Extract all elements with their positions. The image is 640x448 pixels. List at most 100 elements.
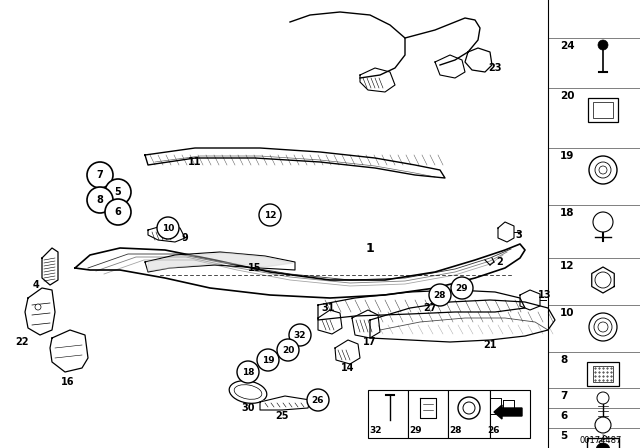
- Text: 30: 30: [241, 403, 255, 413]
- Circle shape: [257, 349, 279, 371]
- Text: 20: 20: [282, 345, 294, 354]
- Text: 00174487: 00174487: [580, 435, 622, 444]
- Text: 12: 12: [264, 211, 276, 220]
- Text: 28: 28: [450, 426, 462, 435]
- Polygon shape: [465, 48, 492, 72]
- Polygon shape: [148, 225, 185, 242]
- Text: 23: 23: [488, 63, 502, 73]
- Text: 28: 28: [434, 290, 446, 300]
- Text: 11: 11: [188, 157, 202, 167]
- Text: 22: 22: [15, 337, 29, 347]
- Polygon shape: [50, 330, 88, 372]
- Text: 17: 17: [364, 337, 377, 347]
- Circle shape: [589, 156, 617, 184]
- FancyArrow shape: [494, 405, 522, 419]
- Polygon shape: [75, 244, 525, 298]
- Bar: [587, 362, 619, 386]
- Circle shape: [598, 40, 608, 50]
- Text: 10: 10: [162, 224, 174, 233]
- Circle shape: [589, 313, 617, 341]
- Ellipse shape: [229, 381, 267, 403]
- Circle shape: [451, 277, 473, 299]
- Text: 32: 32: [294, 331, 307, 340]
- Bar: [448, 390, 490, 438]
- Polygon shape: [145, 252, 295, 272]
- Text: 3: 3: [515, 230, 522, 240]
- Polygon shape: [370, 300, 555, 342]
- Polygon shape: [42, 248, 58, 285]
- Circle shape: [458, 397, 480, 419]
- Bar: [593, 366, 613, 382]
- Polygon shape: [145, 148, 445, 178]
- Polygon shape: [260, 396, 310, 410]
- Circle shape: [87, 162, 113, 188]
- Text: 2: 2: [497, 257, 504, 267]
- Bar: [587, 438, 619, 448]
- Polygon shape: [360, 68, 395, 92]
- Text: 27: 27: [423, 303, 436, 313]
- Polygon shape: [25, 288, 55, 335]
- Circle shape: [105, 179, 131, 205]
- Text: 6: 6: [115, 207, 122, 217]
- Text: 5: 5: [560, 431, 567, 441]
- Polygon shape: [335, 340, 360, 364]
- Text: 29: 29: [410, 426, 422, 435]
- Text: 25: 25: [275, 411, 289, 421]
- Circle shape: [87, 187, 113, 213]
- Text: 8: 8: [97, 195, 104, 205]
- Circle shape: [595, 162, 611, 178]
- Circle shape: [429, 284, 451, 306]
- Text: 12: 12: [560, 261, 575, 271]
- Bar: [368, 390, 408, 438]
- Text: 19: 19: [262, 356, 275, 365]
- Text: 15: 15: [248, 263, 262, 273]
- Circle shape: [593, 212, 613, 232]
- Circle shape: [105, 199, 131, 225]
- Circle shape: [463, 402, 475, 414]
- Text: 9: 9: [182, 233, 188, 243]
- Text: 26: 26: [488, 426, 500, 435]
- Bar: [490, 390, 530, 438]
- Polygon shape: [148, 253, 293, 271]
- Text: 21: 21: [483, 340, 497, 350]
- Circle shape: [599, 166, 607, 174]
- Text: 14: 14: [341, 363, 355, 373]
- Circle shape: [237, 361, 259, 383]
- Text: 10: 10: [560, 308, 575, 318]
- Text: 6: 6: [560, 411, 567, 421]
- Text: 29: 29: [456, 284, 468, 293]
- Text: 7: 7: [97, 170, 104, 180]
- Circle shape: [597, 392, 609, 404]
- Circle shape: [307, 389, 329, 411]
- Text: 31: 31: [321, 303, 335, 313]
- Polygon shape: [318, 290, 525, 320]
- Text: 13: 13: [538, 290, 552, 300]
- Text: 1: 1: [365, 241, 374, 254]
- Ellipse shape: [234, 385, 262, 399]
- Bar: [588, 98, 618, 122]
- Text: 26: 26: [312, 396, 324, 405]
- Circle shape: [289, 324, 311, 346]
- Circle shape: [595, 272, 611, 288]
- Text: 24: 24: [560, 41, 575, 51]
- Bar: [408, 390, 448, 438]
- Circle shape: [277, 339, 299, 361]
- Bar: [593, 102, 613, 118]
- Circle shape: [157, 217, 179, 239]
- Circle shape: [259, 204, 281, 226]
- Circle shape: [595, 417, 611, 433]
- Polygon shape: [435, 55, 465, 78]
- Text: 32: 32: [370, 426, 382, 435]
- Text: 20: 20: [560, 91, 575, 101]
- Circle shape: [598, 322, 608, 332]
- Text: 7: 7: [560, 391, 568, 401]
- Polygon shape: [352, 310, 380, 338]
- Text: 5: 5: [115, 187, 122, 197]
- Circle shape: [35, 304, 41, 310]
- Circle shape: [596, 443, 610, 448]
- Text: 18: 18: [560, 208, 575, 218]
- Text: 19: 19: [560, 151, 574, 161]
- Text: 18: 18: [242, 367, 254, 376]
- Text: 16: 16: [61, 377, 75, 387]
- Polygon shape: [318, 310, 342, 334]
